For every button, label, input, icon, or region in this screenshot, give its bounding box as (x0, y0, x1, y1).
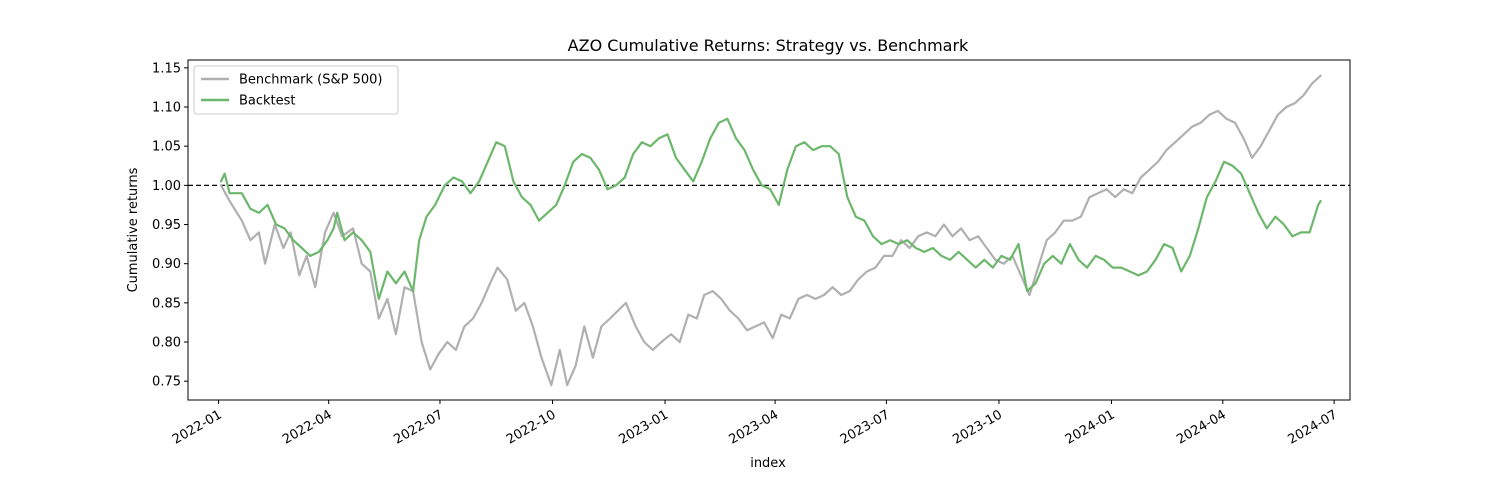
y-axis-title: Cumulative returns (126, 167, 141, 292)
series-layer (219, 74, 1322, 387)
legend: Benchmark (S&P 500) Backtest (193, 65, 399, 115)
x-axis-title: index (750, 456, 786, 471)
y-tick-label: 1.10 (152, 101, 181, 116)
y-tick-label: 1.15 (152, 61, 181, 76)
y-tick-label: 0.80 (152, 336, 181, 351)
plot-frame (187, 59, 1351, 401)
legend-label-benchmark: Benchmark (S&P 500) (239, 73, 383, 88)
y-tick-label: 0.85 (152, 296, 181, 311)
y-tick-label: 0.95 (152, 218, 181, 233)
benchmark-series-line (219, 74, 1322, 387)
y-tick-label: 1.00 (152, 179, 181, 194)
y-axis: 0.75 0.80 0.85 0.90 0.95 1.00 1.05 1.10 1.15 (152, 61, 188, 390)
legend-box (193, 65, 399, 115)
backtest-series-line (219, 117, 1322, 300)
y-tick-label: 1.05 (152, 140, 181, 155)
legend-label-backtest: Backtest (239, 94, 296, 109)
chart-title: AZO Cumulative Returns: Strategy vs. Ben… (568, 36, 969, 55)
y-tick-label: 0.90 (152, 257, 181, 272)
y-tick-label: 0.75 (152, 375, 181, 390)
